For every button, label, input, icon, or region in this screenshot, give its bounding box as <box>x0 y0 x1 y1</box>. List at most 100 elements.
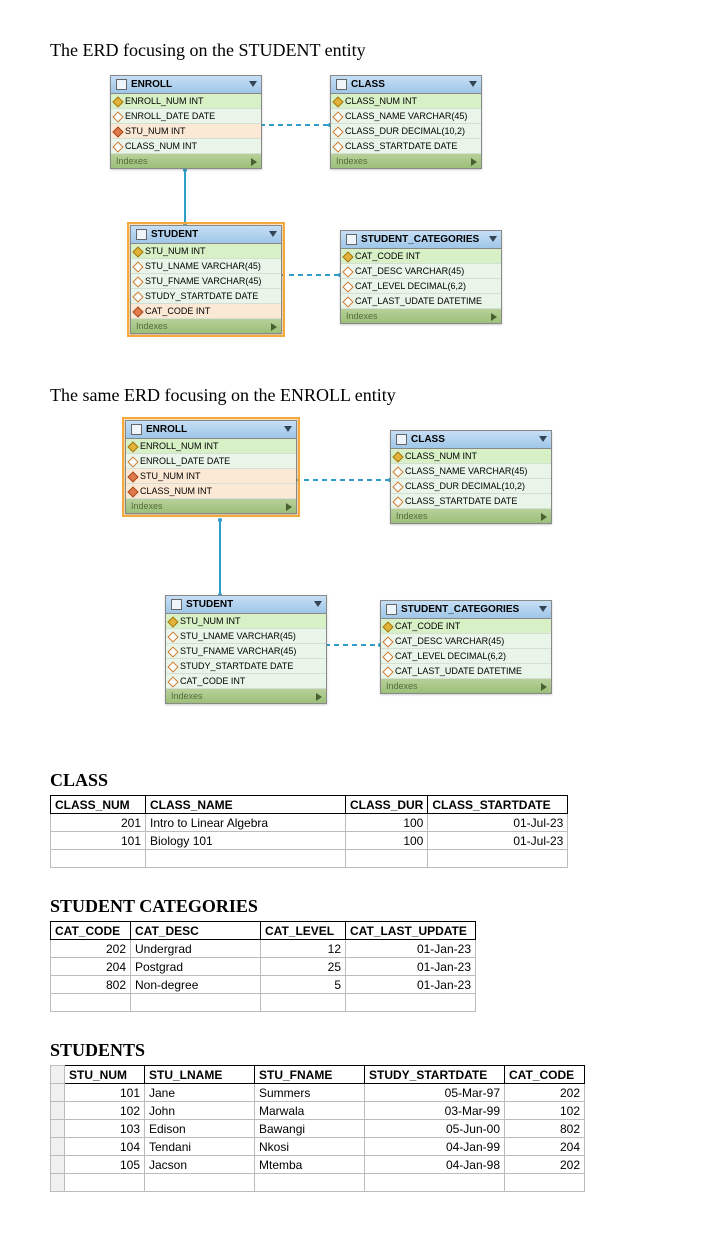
indexes-footer[interactable]: Indexes <box>391 509 551 523</box>
cell[interactable]: 802 <box>505 1120 585 1138</box>
cell[interactable]: 05-Mar-97 <box>365 1084 505 1102</box>
column-header[interactable]: CAT_DESC <box>131 922 261 940</box>
entity-enroll[interactable]: ENROLLENROLL_NUM INTENROLL_DATE DATESTU_… <box>110 75 262 169</box>
entity-header[interactable]: ENROLL <box>126 421 296 439</box>
cell[interactable]: 100 <box>346 814 428 832</box>
row-handle[interactable] <box>51 1120 65 1138</box>
chevron-down-icon[interactable] <box>284 426 292 432</box>
cell[interactable]: Biology 101 <box>146 832 346 850</box>
column-header[interactable]: STU_FNAME <box>255 1066 365 1084</box>
cell[interactable]: 101 <box>51 832 146 850</box>
cell[interactable]: 103 <box>65 1120 145 1138</box>
column-header[interactable]: CAT_CODE <box>51 922 131 940</box>
cell[interactable]: 04-Jan-98 <box>365 1156 505 1174</box>
cell[interactable]: 100 <box>346 832 428 850</box>
entity-header[interactable]: CLASS <box>391 431 551 449</box>
entity-header[interactable]: CLASS <box>331 76 481 94</box>
entity-student[interactable]: STUDENTSTU_NUM INTSTU_LNAME VARCHAR(45)S… <box>130 225 282 334</box>
chevron-down-icon[interactable] <box>314 601 322 607</box>
cell[interactable]: 01-Jan-23 <box>346 958 476 976</box>
column-header[interactable]: CAT_LAST_UPDATE <box>346 922 476 940</box>
cell-blank[interactable] <box>346 850 428 868</box>
cell[interactable]: 01-Jan-23 <box>346 976 476 994</box>
column-header[interactable]: STU_LNAME <box>145 1066 255 1084</box>
column-header[interactable]: CLASS_NAME <box>146 796 346 814</box>
entity-header[interactable]: STUDENT <box>166 596 326 614</box>
cell[interactable]: Non-degree <box>131 976 261 994</box>
cell[interactable]: Marwala <box>255 1102 365 1120</box>
cell[interactable]: 202 <box>505 1156 585 1174</box>
indexes-footer[interactable]: Indexes <box>381 679 551 693</box>
entity-categories[interactable]: STUDENT_CATEGORIESCAT_CODE INTCAT_DESC V… <box>340 230 502 324</box>
cell-blank[interactable] <box>51 1174 65 1192</box>
cell[interactable]: 201 <box>51 814 146 832</box>
cell[interactable]: 01-Jan-23 <box>346 940 476 958</box>
entity-enroll[interactable]: ENROLLENROLL_NUM INTENROLL_DATE DATESTU_… <box>125 420 297 514</box>
cell-blank[interactable] <box>261 994 346 1012</box>
cell-blank[interactable] <box>51 994 131 1012</box>
cell[interactable]: 104 <box>65 1138 145 1156</box>
cell[interactable]: 202 <box>505 1084 585 1102</box>
row-handle[interactable] <box>51 1102 65 1120</box>
indexes-footer[interactable]: Indexes <box>111 154 261 168</box>
cell[interactable]: 12 <box>261 940 346 958</box>
cell[interactable]: 105 <box>65 1156 145 1174</box>
chevron-down-icon[interactable] <box>249 81 257 87</box>
indexes-footer[interactable]: Indexes <box>131 319 281 333</box>
cell[interactable]: 01-Jul-23 <box>428 814 568 832</box>
chevron-down-icon[interactable] <box>269 231 277 237</box>
column-header[interactable]: STU_NUM <box>65 1066 145 1084</box>
cell[interactable]: Summers <box>255 1084 365 1102</box>
cell-blank[interactable] <box>346 994 476 1012</box>
cell-blank[interactable] <box>505 1174 585 1192</box>
row-handle[interactable] <box>51 1138 65 1156</box>
indexes-footer[interactable]: Indexes <box>331 154 481 168</box>
cell[interactable]: 101 <box>65 1084 145 1102</box>
row-handle[interactable] <box>51 1084 65 1102</box>
indexes-footer[interactable]: Indexes <box>126 499 296 513</box>
column-header[interactable]: CAT_LEVEL <box>261 922 346 940</box>
indexes-footer[interactable]: Indexes <box>166 689 326 703</box>
cell[interactable]: Tendani <box>145 1138 255 1156</box>
cell[interactable]: 03-Mar-99 <box>365 1102 505 1120</box>
entity-class[interactable]: CLASSCLASS_NUM INTCLASS_NAME VARCHAR(45)… <box>330 75 482 169</box>
cell[interactable]: Mtemba <box>255 1156 365 1174</box>
cell[interactable]: 25 <box>261 958 346 976</box>
cell[interactable]: 5 <box>261 976 346 994</box>
entity-header[interactable]: STUDENT_CATEGORIES <box>341 231 501 249</box>
entity-student[interactable]: STUDENTSTU_NUM INTSTU_LNAME VARCHAR(45)S… <box>165 595 327 704</box>
column-header[interactable]: CAT_CODE <box>505 1066 585 1084</box>
entity-header[interactable]: ENROLL <box>111 76 261 94</box>
entity-class[interactable]: CLASSCLASS_NUM INTCLASS_NAME VARCHAR(45)… <box>390 430 552 524</box>
cell[interactable]: John <box>145 1102 255 1120</box>
cell-blank[interactable] <box>145 1174 255 1192</box>
cell[interactable]: 01-Jul-23 <box>428 832 568 850</box>
cell[interactable]: Edison <box>145 1120 255 1138</box>
chevron-down-icon[interactable] <box>539 606 547 612</box>
cell[interactable]: 102 <box>65 1102 145 1120</box>
cell[interactable]: 202 <box>51 940 131 958</box>
indexes-footer[interactable]: Indexes <box>341 309 501 323</box>
cell[interactable]: Intro to Linear Algebra <box>146 814 346 832</box>
cell-blank[interactable] <box>146 850 346 868</box>
cell-blank[interactable] <box>65 1174 145 1192</box>
cell-blank[interactable] <box>255 1174 365 1192</box>
cell[interactable]: 04-Jan-99 <box>365 1138 505 1156</box>
cell[interactable]: Postgrad <box>131 958 261 976</box>
cell-blank[interactable] <box>428 850 568 868</box>
cell[interactable]: 102 <box>505 1102 585 1120</box>
cell[interactable]: 204 <box>51 958 131 976</box>
row-handle[interactable] <box>51 1156 65 1174</box>
cell[interactable]: 204 <box>505 1138 585 1156</box>
cell-blank[interactable] <box>131 994 261 1012</box>
cell-blank[interactable] <box>51 850 146 868</box>
cell[interactable]: 05-Jun-00 <box>365 1120 505 1138</box>
cell[interactable]: Jacson <box>145 1156 255 1174</box>
entity-header[interactable]: STUDENT <box>131 226 281 244</box>
column-header[interactable]: STUDY_STARTDATE <box>365 1066 505 1084</box>
entity-categories[interactable]: STUDENT_CATEGORIESCAT_CODE INTCAT_DESC V… <box>380 600 552 694</box>
cell[interactable]: Jane <box>145 1084 255 1102</box>
column-header[interactable]: CLASS_DUR <box>346 796 428 814</box>
chevron-down-icon[interactable] <box>489 236 497 242</box>
cell[interactable]: Nkosi <box>255 1138 365 1156</box>
